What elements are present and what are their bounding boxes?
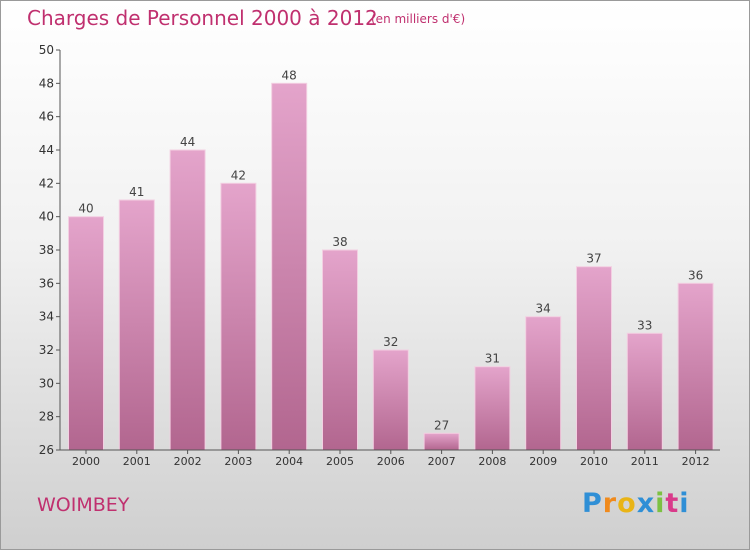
bar-2011: [626, 332, 663, 451]
x-tick-label: 2001: [123, 455, 151, 468]
town-name: WOIMBEY: [37, 494, 130, 516]
y-tick-label: 40: [39, 210, 54, 224]
data-label: 31: [485, 352, 500, 366]
bar-2009: [525, 316, 562, 451]
bar-2004: [271, 82, 308, 451]
y-tick-label: 36: [39, 276, 54, 290]
logo-letter: r: [602, 488, 618, 519]
data-label: 37: [586, 252, 601, 266]
logo-letter: i: [655, 488, 666, 519]
bar-2005: [322, 249, 358, 451]
data-label: 48: [282, 68, 297, 82]
x-tick-label: 2010: [580, 455, 608, 468]
bar-2006: [372, 349, 409, 451]
bar-2003: [220, 182, 257, 451]
y-tick-label: 50: [39, 43, 54, 57]
x-tick-label: 2000: [72, 455, 100, 468]
x-tick-label: 2003: [224, 455, 252, 468]
data-label: 44: [180, 135, 195, 149]
y-tick-label: 44: [39, 143, 54, 157]
data-label: 42: [231, 168, 246, 182]
data-label: 33: [637, 318, 652, 332]
x-tick-label: 2011: [631, 455, 659, 468]
bar-2008: [474, 366, 511, 451]
x-tick-label: 2004: [275, 455, 303, 468]
data-label: 34: [536, 302, 551, 316]
data-label: 27: [434, 418, 449, 432]
bar-2000: [68, 216, 104, 451]
logo-letter: t: [665, 488, 680, 519]
y-tick-label: 34: [39, 310, 54, 324]
bar-2007: [423, 432, 460, 451]
x-tick-label: 2012: [682, 455, 710, 468]
y-tick-label: 26: [39, 443, 54, 457]
bar-2012: [677, 282, 714, 451]
y-tick-label: 42: [39, 176, 54, 190]
data-label: 40: [78, 202, 93, 216]
x-tick-label: 2009: [529, 455, 557, 468]
x-tick-label: 2006: [377, 455, 405, 468]
x-tick-label: 2007: [428, 455, 456, 468]
bar-2002: [169, 149, 206, 451]
data-label: 32: [383, 335, 398, 349]
x-tick-label: 2005: [326, 455, 354, 468]
data-label: 41: [129, 185, 144, 199]
bar-2001: [118, 199, 155, 451]
y-tick-label: 48: [39, 76, 54, 90]
logo-letter: x: [636, 488, 656, 519]
chart-title: Charges de Personnel 2000 à 2012: [27, 6, 378, 30]
chart-subtitle: (en milliers d'€): [371, 12, 466, 26]
proxiti-logo: Proxiti: [582, 488, 690, 519]
logo-letter: o: [617, 488, 637, 519]
x-tick-label: 2002: [174, 455, 202, 468]
data-label: 36: [688, 268, 703, 282]
x-tick-label: 2008: [478, 455, 506, 468]
logo-letter: i: [679, 488, 690, 519]
y-tick-label: 46: [39, 110, 54, 124]
bar-2010: [576, 266, 612, 451]
logo-letter: P: [582, 488, 603, 519]
y-tick-label: 38: [39, 243, 54, 257]
y-tick-label: 28: [39, 410, 54, 424]
y-tick-label: 30: [39, 376, 54, 390]
y-tick-label: 32: [39, 343, 54, 357]
data-label: 38: [332, 235, 347, 249]
